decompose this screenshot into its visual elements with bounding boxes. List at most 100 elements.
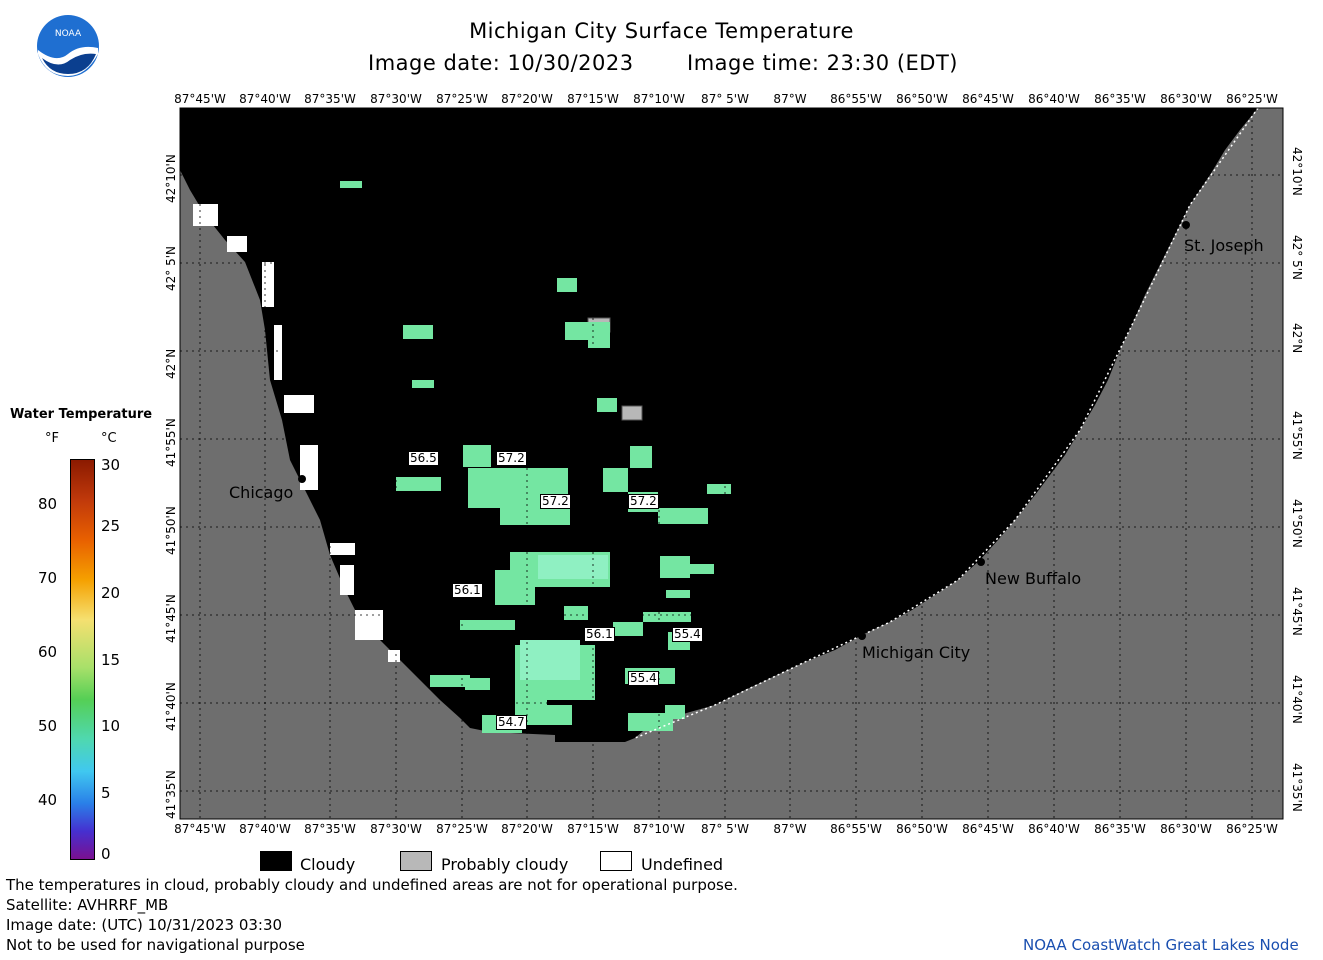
temp-label: 57.2 — [496, 451, 527, 466]
probably-cloudy-swatch — [400, 851, 432, 871]
temp-label: 55.4 — [628, 671, 659, 686]
lon-tick-label-top: 86°35'W — [1094, 92, 1146, 106]
lat-tick-label-left: 41°40'N — [164, 682, 178, 731]
cloudy-swatch — [260, 851, 292, 871]
temp-label: 56.1 — [452, 583, 483, 598]
lon-tick-label-bottom: 87°35'W — [304, 822, 356, 836]
lon-tick-label-top: 87°35'W — [304, 92, 356, 106]
temp-label: 56.1 — [584, 627, 615, 642]
lon-tick-label-top: 87° 5'W — [701, 92, 749, 106]
legend-f-80: 80 — [38, 495, 58, 513]
lat-tick-label-left: 41°35'N — [164, 770, 178, 819]
lat-tick-label-right: 42°N — [1290, 323, 1304, 354]
lon-tick-label-bottom: 87°W — [773, 822, 807, 836]
legend-c-5: 5 — [101, 784, 111, 802]
lon-tick-label-top: 87°45'W — [174, 92, 226, 106]
navigation-warning: Not to be used for navigational purpose — [6, 936, 305, 954]
legend-c-0: 0 — [101, 845, 111, 863]
lon-tick-label-bottom: 87°10'W — [633, 822, 685, 836]
lon-tick-label-bottom: 86°25'W — [1226, 822, 1278, 836]
lat-tick-label-left: 42° 5'N — [164, 246, 178, 291]
legend-f-70: 70 — [38, 569, 58, 587]
temp-label: 57.2 — [540, 494, 571, 509]
lat-tick-label-right: 41°50'N — [1290, 499, 1304, 548]
lon-tick-label-bottom: 86°50'W — [896, 822, 948, 836]
lat-tick-label-left: 42°N — [164, 348, 178, 379]
lat-tick-label-right: 41°35'N — [1290, 763, 1304, 812]
lon-tick-label-bottom: 86°30'W — [1160, 822, 1212, 836]
lon-tick-label-top: 86°40'W — [1028, 92, 1080, 106]
lon-tick-label-top: 87°30'W — [370, 92, 422, 106]
graticule — [180, 108, 1283, 819]
utc-date-text: Image date: (UTC) 10/31/2023 03:30 — [6, 916, 283, 934]
city-marker-st-joseph — [1182, 221, 1190, 229]
undefined-swatch — [600, 851, 632, 871]
lon-tick-label-bottom: 86°45'W — [962, 822, 1014, 836]
city-label-new-buffalo: New Buffalo — [985, 569, 1082, 588]
lon-tick-label-top: 87°W — [773, 92, 807, 106]
lon-tick-label-bottom: 87°20'W — [501, 822, 553, 836]
disclaimer-text: The temperatures in cloud, probably clou… — [6, 876, 738, 894]
lon-tick-label-bottom: 87°25'W — [436, 822, 488, 836]
lake-cloud-area — [180, 108, 1258, 742]
noaa-logo: NOAA — [37, 15, 99, 77]
lat-tick-label-left: 41°45'N — [164, 594, 178, 643]
legend-c-15: 15 — [101, 651, 121, 669]
lon-tick-label-top: 86°55'W — [830, 92, 882, 106]
lon-tick-label-top: 87°25'W — [436, 92, 488, 106]
legend-colorbar — [70, 459, 95, 860]
lon-tick-label-top: 87°10'W — [633, 92, 685, 106]
lon-tick-label-top: 86°50'W — [896, 92, 948, 106]
cloudy-label: Cloudy — [300, 855, 356, 874]
lon-tick-label-bottom: 87°40'W — [239, 822, 291, 836]
legend-c-20: 20 — [101, 584, 121, 602]
legend-c-25: 25 — [101, 517, 121, 535]
city-marker-michigan-city — [858, 632, 866, 640]
lon-tick-label-bottom: 87°30'W — [370, 822, 422, 836]
east-coastline — [634, 107, 1259, 739]
lon-tick-label-bottom: 86°40'W — [1028, 822, 1080, 836]
credit-text: NOAA CoastWatch Great Lakes Node — [1023, 936, 1299, 954]
image-date: Image date: 10/30/2023 — [368, 51, 634, 75]
lon-tick-label-top: 86°45'W — [962, 92, 1014, 106]
logo-text: NOAA — [55, 29, 82, 39]
lon-tick-label-top: 86°25'W — [1226, 92, 1278, 106]
probably-cloudy-label: Probably cloudy — [441, 855, 569, 874]
temp-label: 57.2 — [628, 494, 659, 509]
legend-f-40: 40 — [38, 791, 58, 809]
lon-tick-label-bottom: 87° 5'W — [701, 822, 749, 836]
city-marker-chicago — [298, 475, 306, 483]
lat-tick-label-right: 41°40'N — [1290, 675, 1304, 724]
legend-f-50: 50 — [38, 717, 58, 735]
city-marker-new-buffalo — [977, 558, 985, 566]
legend-unit-c: °C — [101, 431, 117, 446]
lon-tick-label-top: 86°30'W — [1160, 92, 1212, 106]
lat-tick-label-right: 41°45'N — [1290, 587, 1304, 636]
lon-tick-label-bottom: 87°15'W — [567, 822, 619, 836]
undefined-label: Undefined — [641, 855, 724, 874]
city-label-chicago: Chicago — [229, 483, 294, 502]
legend-title: Water Temperature — [10, 407, 153, 422]
lat-tick-label-right: 42° 5'N — [1290, 235, 1304, 280]
lat-tick-label-right: 41°55'N — [1290, 411, 1304, 460]
lat-tick-label-left: 42°10'N — [164, 154, 178, 203]
legend-c-10: 10 — [101, 717, 121, 735]
map-frame — [179, 107, 1284, 820]
legend-f-60: 60 — [38, 643, 58, 661]
lat-tick-label-left: 41°50'N — [164, 506, 178, 555]
lon-tick-label-bottom: 87°45'W — [174, 822, 226, 836]
legend-unit-f: °F — [45, 431, 59, 446]
water-temp-patches-mint — [520, 555, 608, 680]
lon-tick-label-top: 87°20'W — [501, 92, 553, 106]
city-label-michigan-city: Michigan City — [862, 643, 971, 662]
lon-tick-label-top: 87°40'W — [239, 92, 291, 106]
lon-tick-label-bottom: 86°55'W — [830, 822, 882, 836]
image-time: Image time: 23:30 (EDT) — [687, 51, 958, 75]
lat-tick-label-left: 41°55'N — [164, 418, 178, 467]
lat-tick-label-right: 42°10'N — [1290, 147, 1304, 196]
map-title: Michigan City Surface Temperature — [469, 19, 854, 43]
city-label-st-joseph: St. Joseph — [1184, 236, 1264, 255]
lon-tick-label-bottom: 86°35'W — [1094, 822, 1146, 836]
satellite-text: Satellite: AVHRRF_MB — [6, 896, 169, 914]
